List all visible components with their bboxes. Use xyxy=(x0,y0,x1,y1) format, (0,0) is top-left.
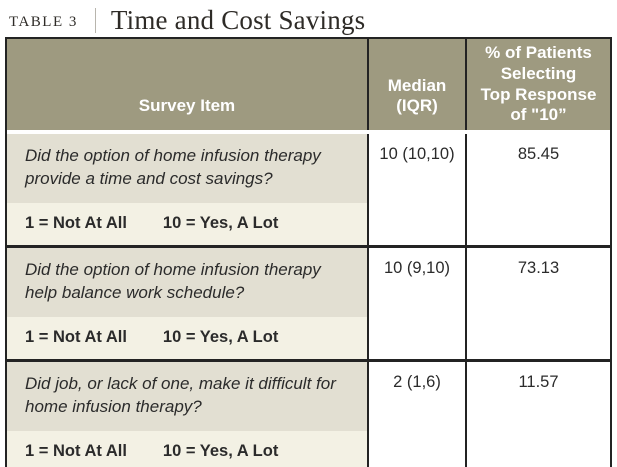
survey-question: Did job, or lack of one, make it difficu… xyxy=(7,361,367,431)
table-row: Did the option of home infusion therapy … xyxy=(7,134,610,245)
survey-question: Did the option of home infusion therapy … xyxy=(7,247,367,317)
median-iqr-value: 10 (9,10) xyxy=(367,247,465,359)
pct-top-value: 85.45 xyxy=(465,134,610,245)
table-number-label: TABLE 3 xyxy=(9,14,78,30)
column-header-survey-item: Survey Item xyxy=(138,96,236,116)
scale-low-label: 1 = Not At All xyxy=(25,327,127,346)
column-header-pct-top-response: % of Patients Selecting Top Response of … xyxy=(465,39,610,130)
survey-scale: 1 = Not At All 10 = Yes, A Lot xyxy=(7,316,367,359)
survey-item-cell: Did job, or lack of one, make it difficu… xyxy=(7,361,367,467)
survey-question: Did the option of home infusion therapy … xyxy=(7,134,367,203)
pct-top-value: 73.13 xyxy=(465,247,610,359)
median-iqr-value: 2 (1,6) xyxy=(367,361,465,467)
pct-top-value: 11.57 xyxy=(465,361,610,467)
survey-item-cell: Did the option of home infusion therapy … xyxy=(7,134,367,245)
table-caption: TABLE 3 Time and Cost Savings xyxy=(9,5,365,36)
table-row: Did job, or lack of one, make it difficu… xyxy=(7,358,610,467)
scale-high-label: 10 = Yes, A Lot xyxy=(162,441,279,460)
survey-scale: 1 = Not At All 10 = Yes, A Lot xyxy=(7,202,367,245)
scale-high-label: 10 = Yes, A Lot xyxy=(162,327,279,346)
survey-item-cell: Did the option of home infusion therapy … xyxy=(7,247,367,359)
table-row: Did the option of home infusion therapy … xyxy=(7,244,610,359)
scale-low-label: 1 = Not At All xyxy=(25,213,127,232)
table-header-row: Survey Item Median (IQR) % of Patients S… xyxy=(7,39,610,134)
data-table: Survey Item Median (IQR) % of Patients S… xyxy=(5,37,612,467)
scale-high-label: 10 = Yes, A Lot xyxy=(162,213,279,232)
median-iqr-value: 10 (10,10) xyxy=(367,134,465,245)
scale-low-label: 1 = Not At All xyxy=(25,441,127,460)
survey-scale: 1 = Not At All 10 = Yes, A Lot xyxy=(7,430,367,467)
column-header-median-iqr: Median (IQR) xyxy=(367,39,465,130)
caption-divider xyxy=(94,8,96,33)
table-title: Time and Cost Savings xyxy=(110,5,366,35)
